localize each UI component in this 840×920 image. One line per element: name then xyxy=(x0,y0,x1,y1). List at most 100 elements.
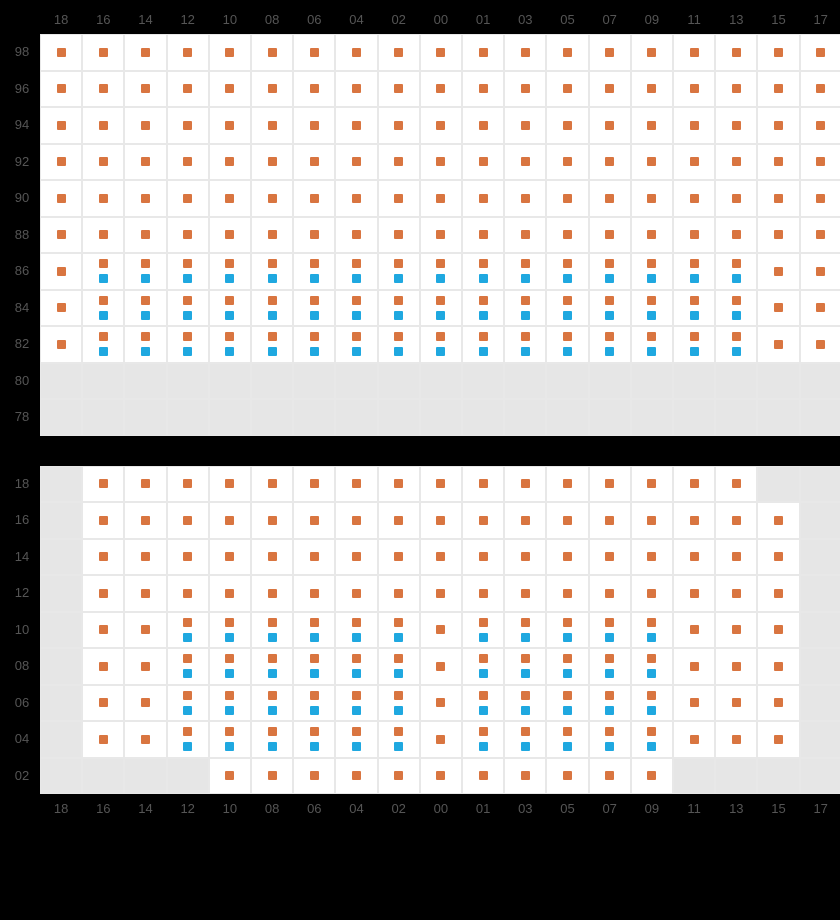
orange-marker xyxy=(99,625,108,634)
orange-marker xyxy=(563,654,572,663)
orange-marker xyxy=(436,698,445,707)
column-label: 18 xyxy=(49,801,73,816)
column-label: 04 xyxy=(345,801,369,816)
blue-marker xyxy=(605,706,614,715)
blue-marker xyxy=(436,311,445,320)
orange-marker xyxy=(394,691,403,700)
orange-marker xyxy=(521,230,530,239)
blue-marker xyxy=(394,274,403,283)
grid-cell xyxy=(40,399,82,436)
column-label: 13 xyxy=(724,801,748,816)
blue-marker xyxy=(690,311,699,320)
orange-marker xyxy=(521,157,530,166)
orange-marker xyxy=(479,157,488,166)
orange-marker xyxy=(647,771,656,780)
orange-marker xyxy=(99,698,108,707)
grid-cell xyxy=(800,575,840,612)
grid-cell xyxy=(546,399,588,436)
orange-marker xyxy=(563,691,572,700)
grid-cell xyxy=(631,399,673,436)
grid-cell xyxy=(40,363,82,400)
orange-marker xyxy=(183,654,192,663)
orange-marker xyxy=(436,332,445,341)
orange-marker xyxy=(141,48,150,57)
grid-cell xyxy=(124,363,166,400)
grid-cell xyxy=(631,612,673,649)
orange-marker xyxy=(605,121,614,130)
orange-marker xyxy=(605,479,614,488)
orange-marker xyxy=(479,296,488,305)
column-label: 07 xyxy=(598,801,622,816)
grid-cell xyxy=(378,363,420,400)
column-label: 05 xyxy=(556,12,580,27)
blue-marker xyxy=(732,347,741,356)
grid-cell xyxy=(167,758,209,795)
orange-marker xyxy=(732,516,741,525)
grid-cell xyxy=(335,363,377,400)
grid-cell xyxy=(800,399,840,436)
orange-marker xyxy=(268,552,277,561)
row-label: 04 xyxy=(10,731,34,746)
orange-marker xyxy=(310,157,319,166)
orange-marker xyxy=(605,727,614,736)
blue-marker xyxy=(605,274,614,283)
orange-marker xyxy=(141,735,150,744)
orange-marker xyxy=(647,727,656,736)
orange-marker xyxy=(816,230,825,239)
orange-marker xyxy=(436,157,445,166)
orange-marker xyxy=(268,654,277,663)
grid-cell xyxy=(251,399,293,436)
orange-marker xyxy=(436,516,445,525)
orange-marker xyxy=(563,230,572,239)
orange-marker xyxy=(352,618,361,627)
orange-marker xyxy=(183,552,192,561)
grid-cell xyxy=(504,363,546,400)
orange-marker xyxy=(605,296,614,305)
grid-cell xyxy=(800,466,840,503)
orange-marker xyxy=(310,589,319,598)
orange-marker xyxy=(310,727,319,736)
orange-marker xyxy=(352,589,361,598)
grid-cell xyxy=(209,399,251,436)
orange-marker xyxy=(436,625,445,634)
grid-cell xyxy=(715,758,757,795)
orange-marker xyxy=(732,589,741,598)
orange-marker xyxy=(479,194,488,203)
orange-marker xyxy=(141,625,150,634)
orange-marker xyxy=(479,332,488,341)
orange-marker xyxy=(268,479,277,488)
blue-marker xyxy=(605,669,614,678)
orange-marker xyxy=(479,48,488,57)
grid-cell xyxy=(504,612,546,649)
grid-cell xyxy=(673,758,715,795)
orange-marker xyxy=(141,332,150,341)
grid-cell xyxy=(757,466,799,503)
orange-marker xyxy=(647,618,656,627)
blue-marker xyxy=(352,742,361,751)
column-label: 08 xyxy=(260,801,284,816)
blue-marker xyxy=(352,311,361,320)
orange-marker xyxy=(774,662,783,671)
orange-marker xyxy=(183,516,192,525)
grid-cell xyxy=(378,612,420,649)
orange-marker xyxy=(521,618,530,627)
row-label: 02 xyxy=(10,768,34,783)
orange-marker xyxy=(141,157,150,166)
grid-cell xyxy=(251,612,293,649)
orange-marker xyxy=(310,259,319,268)
blue-marker xyxy=(479,669,488,678)
orange-marker xyxy=(183,296,192,305)
grid-cell xyxy=(251,363,293,400)
orange-marker xyxy=(268,332,277,341)
orange-marker xyxy=(816,303,825,312)
orange-marker xyxy=(394,552,403,561)
blue-marker xyxy=(352,706,361,715)
orange-marker xyxy=(774,552,783,561)
orange-marker xyxy=(141,479,150,488)
row-label: 98 xyxy=(10,44,34,59)
orange-marker xyxy=(57,121,66,130)
blue-marker xyxy=(647,274,656,283)
orange-marker xyxy=(57,194,66,203)
grid-cell xyxy=(251,685,293,722)
orange-marker xyxy=(57,48,66,57)
